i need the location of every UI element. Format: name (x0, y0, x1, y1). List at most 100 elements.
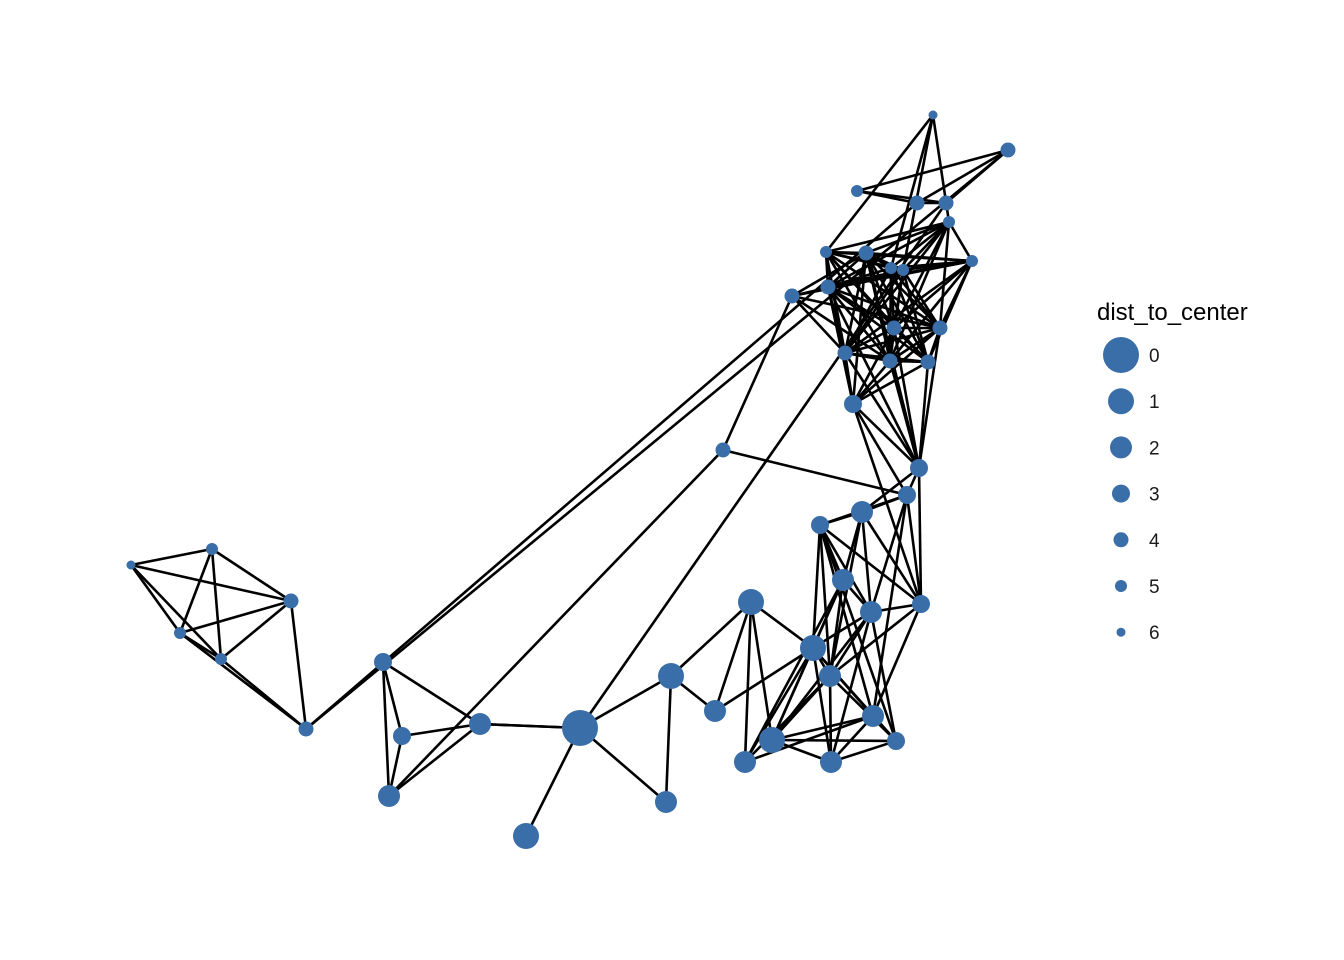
graph-edge (791, 295, 846, 354)
graph-edge (179, 631, 307, 731)
graph-edge (722, 448, 908, 497)
graph-node (393, 727, 411, 745)
graph-edge (178, 548, 214, 634)
graph-edge (938, 221, 951, 329)
graph-node (887, 732, 905, 750)
graph-edge (902, 221, 950, 271)
graph-edge (828, 675, 833, 763)
size-legend: dist_to_center 0 1 2 3 4 5 6 (1097, 299, 1248, 644)
graph-node (738, 589, 764, 615)
graph-edge (130, 564, 222, 660)
graph-edge (852, 360, 891, 405)
legend-key-circle (1116, 627, 1126, 637)
graph-edge (179, 599, 292, 635)
graph-edge (818, 524, 875, 717)
graph-edge (830, 739, 897, 764)
graph-node (374, 653, 392, 671)
graph-node (862, 705, 884, 727)
graph-edge (871, 494, 909, 717)
graph-edge (829, 611, 873, 763)
graph-edge (852, 327, 941, 405)
legend-key-circle (1103, 337, 1139, 373)
graph-edge (819, 523, 922, 606)
graph-edge (714, 646, 814, 713)
graph-edge (917, 467, 923, 605)
graph-edge (901, 269, 930, 363)
graph-nodes (126, 110, 1016, 849)
graph-edges (129, 114, 1009, 837)
graph-node (174, 627, 186, 639)
legend-label: 4 (1149, 531, 1160, 552)
graph-edge (917, 327, 942, 469)
graph-edge (871, 603, 923, 717)
graph-edge (791, 294, 891, 363)
graph-edge (856, 148, 1009, 193)
graph-edge (524, 727, 582, 837)
graph-node (837, 345, 853, 361)
graph-edge (791, 251, 867, 298)
graph-edge (856, 189, 918, 205)
legend-key-circle (1115, 580, 1127, 592)
graph-edge (811, 647, 833, 763)
graph-node (909, 195, 925, 211)
graph-edge (305, 202, 918, 730)
graph-node (898, 486, 916, 504)
graph-edge (289, 600, 308, 730)
graph-node (704, 700, 726, 722)
graph-edge (771, 714, 874, 742)
graph-edge (824, 114, 935, 253)
graph-edge (579, 727, 667, 803)
graph-node (832, 569, 854, 591)
graph-edge (305, 148, 1009, 731)
graph-edge (388, 722, 481, 798)
legend-key-circle (1110, 436, 1132, 459)
graph-edge (889, 267, 942, 329)
graph-edge (818, 524, 873, 613)
graph-edge (826, 286, 921, 469)
graph-edge (889, 114, 935, 269)
graph-edge (744, 675, 831, 763)
graph-edge (828, 611, 873, 677)
graph-node (1000, 142, 1016, 158)
graph-edge (130, 563, 292, 603)
graph-edge (851, 403, 909, 496)
graph-edge (844, 326, 895, 355)
graph-edge (381, 661, 391, 797)
graph-node (800, 635, 826, 661)
graph-edge (825, 250, 973, 263)
graph-edge (916, 148, 1009, 205)
graph-edge (824, 251, 847, 354)
legend-label: 2 (1149, 438, 1160, 459)
graph-edge (843, 352, 921, 469)
graph-edge (791, 294, 941, 330)
graph-node (655, 791, 677, 813)
graph-node (658, 663, 684, 689)
graph-edge (938, 260, 974, 329)
graph-node (298, 721, 314, 737)
graph-edge (851, 403, 923, 605)
graph-node (469, 713, 491, 735)
legend-key-circle (1113, 532, 1129, 548)
graph-edge (382, 660, 481, 726)
graph-edge (381, 661, 404, 737)
legend-title: dist_to_center (1097, 299, 1248, 326)
graph-edge (852, 360, 929, 406)
graph-edge (901, 114, 935, 271)
graph-node (912, 595, 930, 613)
graph-node (283, 593, 299, 609)
graph-edge (210, 548, 223, 660)
graph-edge (401, 722, 481, 738)
graph-node (928, 110, 938, 120)
graph-node (932, 320, 948, 336)
graph-node (858, 245, 874, 261)
graph-edge (860, 511, 923, 605)
graph-edge (889, 326, 941, 363)
graph-node (938, 195, 954, 211)
graph-edge (947, 221, 974, 262)
graph-edge (743, 601, 753, 763)
graph-node (819, 665, 841, 687)
graph-edge (713, 601, 753, 712)
graph-node (378, 785, 400, 807)
graph-node (811, 516, 829, 534)
